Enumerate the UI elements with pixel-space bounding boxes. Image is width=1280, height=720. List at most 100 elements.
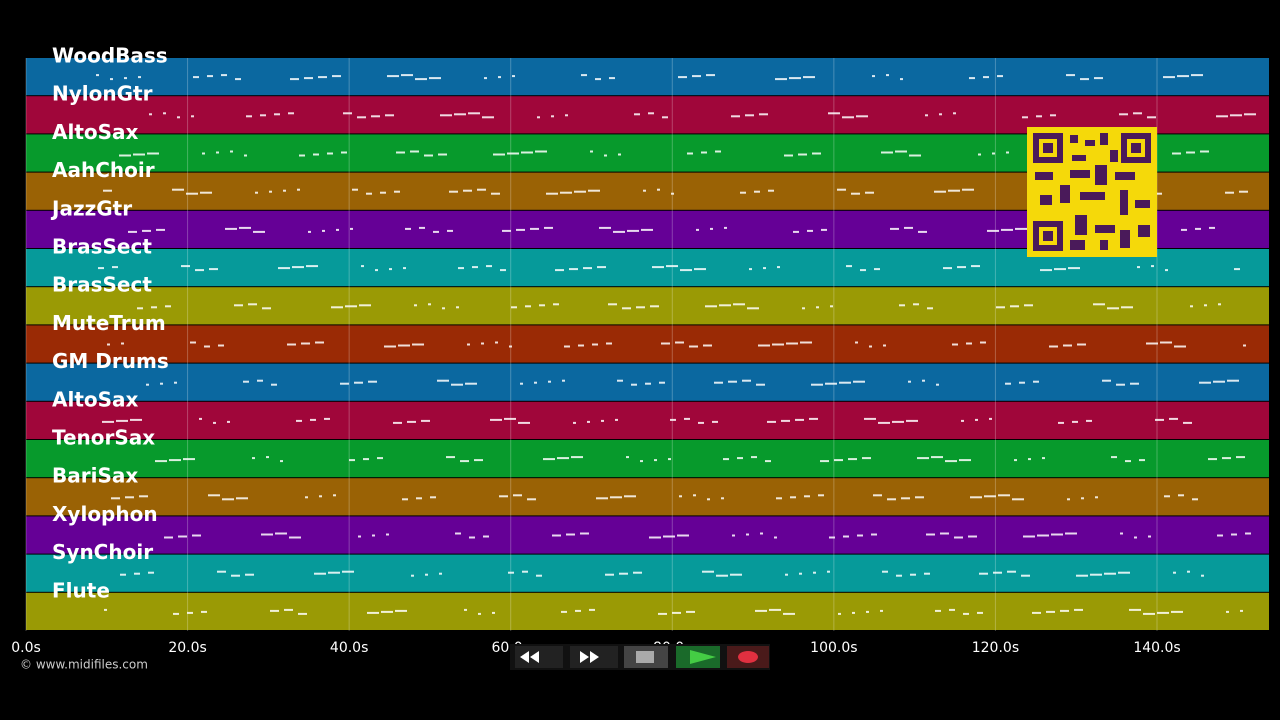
note [606,342,612,345]
note [793,230,799,233]
note [785,573,788,576]
note [908,380,911,383]
note [948,189,960,192]
qr-code [1027,127,1157,257]
note [1024,304,1033,307]
note [742,379,751,382]
note [331,306,343,309]
note [437,379,449,382]
note [148,571,154,574]
note [945,460,957,463]
note [467,343,470,346]
note [469,536,475,539]
note [500,269,506,272]
note [705,305,717,308]
note [536,574,542,577]
note [1118,571,1130,574]
note [142,229,151,232]
record-button[interactable] [727,646,769,668]
note [989,417,992,420]
labels: WoodBass NylonGtr AltoSax AahChoir JazzGtr Br… [50,44,169,603]
note [838,612,841,615]
note [548,380,551,383]
note [583,267,592,270]
note [878,421,890,424]
note [971,265,980,268]
note [775,78,787,81]
note [731,115,740,118]
note [978,153,981,156]
time-tick-label: 120.0s [972,640,1019,656]
note [626,456,629,459]
note [1050,114,1056,117]
note [610,496,622,499]
note [415,78,427,81]
note [1129,608,1141,611]
note [425,573,428,576]
note [428,303,431,306]
note [235,78,241,81]
note [516,228,525,231]
note [1160,341,1172,344]
note [1094,77,1103,80]
note [133,153,145,156]
note [191,115,194,118]
rewind-button[interactable] [515,646,563,668]
forward-button[interactable] [570,646,618,668]
note [1054,268,1066,271]
note [901,497,910,500]
note [837,188,846,191]
note [1065,532,1077,535]
note [1243,344,1246,347]
note [424,154,433,157]
note [915,496,924,499]
note [624,495,636,498]
stop-button[interactable] [624,646,668,668]
note [482,116,494,119]
note [918,230,927,233]
note [225,227,237,230]
note [714,381,723,384]
note [828,112,840,115]
note [102,420,114,423]
note [110,78,113,81]
note [1134,536,1137,539]
note [322,229,325,232]
note [261,533,273,536]
note [301,342,310,345]
note [1172,152,1181,155]
note [883,344,886,347]
note [128,230,137,233]
note [952,343,958,346]
note [139,495,148,498]
note [477,188,486,191]
note [324,417,330,420]
note [1010,305,1019,308]
note [208,494,220,497]
note [900,78,903,81]
note [939,113,942,116]
note [151,306,157,309]
note [802,307,805,310]
note [147,152,159,155]
play-button[interactable] [676,646,720,668]
note [186,192,198,195]
note [1164,495,1170,498]
note [149,113,152,116]
note [800,341,812,344]
note [1086,419,1092,422]
track-lane [26,401,1269,439]
note [221,74,227,77]
note [292,266,304,269]
note [522,570,528,573]
note [1049,345,1058,348]
note [446,456,455,459]
note [255,191,258,194]
note [402,498,408,501]
note [678,76,687,79]
note [776,497,782,500]
note [1051,533,1063,536]
note [275,532,287,535]
note [472,266,478,269]
note [236,497,248,500]
